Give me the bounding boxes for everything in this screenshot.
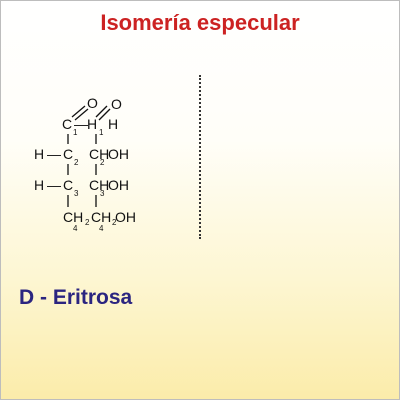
c1-h-right: H <box>108 116 118 132</box>
c1-number: 1 <box>73 128 78 137</box>
molecule-name: D - Eritrosa <box>19 286 133 309</box>
c2-atom: C <box>63 146 73 162</box>
c2-h: H <box>34 146 44 162</box>
c3-ch: CH <box>89 177 109 193</box>
c2-number: 2 <box>74 158 79 167</box>
c2-ch: CH <box>89 146 109 162</box>
c3-oh: OH <box>108 177 129 193</box>
right-co-double-bond-b <box>98 108 111 121</box>
c1-atom: C <box>62 116 72 132</box>
left-co-double-bond-a <box>71 105 86 118</box>
c1-h-left: H <box>87 116 97 132</box>
c4-ch2-right: CH <box>91 209 111 225</box>
c3-h: H <box>34 177 44 193</box>
c1-dash: — <box>74 116 88 132</box>
c3-number: 3 <box>74 189 79 198</box>
left-co-double-bond-b <box>74 108 89 121</box>
c4-sub-left: 2 <box>85 218 90 227</box>
c2-oh: OH <box>108 146 129 162</box>
c4-oh: OH <box>115 209 136 225</box>
c3-number-right: 3 <box>100 189 105 198</box>
mirror-plane-line <box>199 75 201 239</box>
right-co-double-bond-a <box>95 105 108 118</box>
c3-dash: — <box>47 177 61 193</box>
c4-number-left: 4 <box>73 224 78 233</box>
c2-dash: — <box>47 146 61 162</box>
c1-number-right: 1 <box>99 128 104 137</box>
eritrosa-structure: O O C 1 — H 1 H H — C 2 CH 2 OH H — C 3 … <box>34 95 136 233</box>
right-oxygen: O <box>111 96 122 112</box>
slide-title: Isomería especular <box>100 10 300 35</box>
c2-number-right: 2 <box>100 158 105 167</box>
left-oxygen: O <box>87 95 98 111</box>
c4-ch2-left: CH <box>63 209 83 225</box>
c4-sub-right: 2 <box>112 218 117 227</box>
c4-number-right: 4 <box>99 224 104 233</box>
c3-atom: C <box>63 177 73 193</box>
